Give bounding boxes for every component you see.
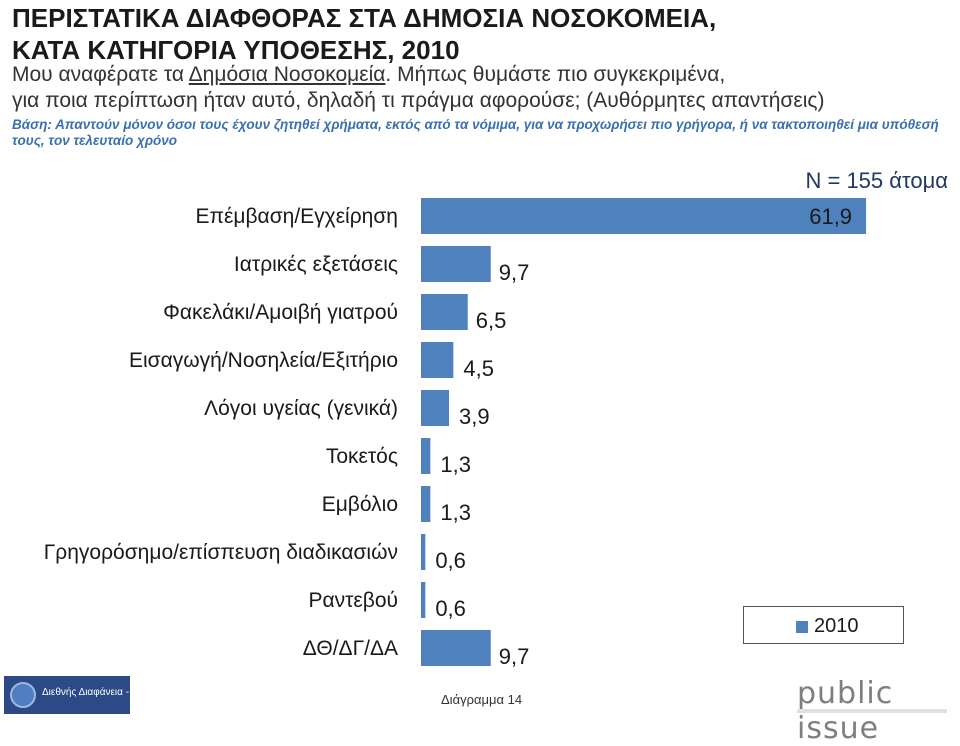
data-label: 0,6 — [435, 548, 466, 573]
logo-text: Διεθνής Διαφάνεια - Ελλάς — [42, 687, 159, 698]
chart-legend: 2010 — [743, 606, 904, 644]
bar — [421, 486, 431, 522]
bar — [421, 582, 426, 618]
transparency-logo: Διεθνής Διαφάνεια - Ελλάς — [4, 676, 159, 714]
data-label: 6,5 — [476, 308, 507, 333]
question-underlined-term: Δημόσια Νοσοκομεία — [188, 63, 386, 86]
globe-icon — [10, 682, 36, 708]
figure-caption: Διάγραμμα 14 — [441, 692, 523, 707]
category-label: Λόγοι υγείας (γενικά) — [204, 397, 398, 420]
bar — [421, 198, 867, 234]
bar — [421, 438, 431, 474]
bar — [421, 534, 426, 570]
data-label: 3,9 — [459, 404, 490, 429]
category-label: Τοκετός — [326, 445, 398, 468]
bar — [421, 342, 454, 378]
bar — [421, 294, 468, 330]
brand-underline — [797, 709, 947, 713]
category-label: Επέμβαση/Εγχείρηση — [196, 205, 398, 228]
question-text: Μου αναφέρατε τα Δημόσια Νοσοκομεία. Μήπ… — [12, 62, 825, 114]
data-label: 1,3 — [440, 500, 471, 525]
bar — [421, 246, 491, 282]
legend-label: 2010 — [814, 615, 859, 637]
data-label: 4,5 — [463, 356, 494, 381]
category-label: Γρηγορόσημο/επίσπευση διαδικασιών — [44, 541, 398, 564]
category-label: Ιατρικές εξετάσεις — [234, 253, 398, 276]
category-label: Φακελάκι/Αμοιβή γιατρού — [163, 301, 398, 324]
legend-swatch — [796, 621, 808, 633]
question-line-2: για ποια περίπτωση ήταν αυτό, δηλαδή τι … — [12, 89, 825, 112]
question-line-1: Μου αναφέρατε τα Δημόσια Νοσοκομεία. Μήπ… — [12, 62, 825, 88]
page-title: ΠΕΡΙΣΤΑΤΙΚΑ ΔΙΑΦΘΟΡΑΣ ΣΤΑ ΔΗΜΟΣΙΑ ΝΟΣΟΚΟ… — [12, 2, 716, 66]
bar — [421, 630, 491, 666]
data-label: 1,3 — [440, 452, 471, 477]
data-label: 9,7 — [499, 260, 530, 285]
question-prefix: Μου αναφέρατε τα — [12, 63, 189, 86]
category-label: Εμβόλιο — [322, 493, 398, 516]
bar-chart: N = 155 άτομα Επέμβαση/Εγχείρηση 61,9 Ιατρι… — [44, 168, 949, 669]
category-label: Εισαγωγή/Νοσηλεία/Εξιτήριο — [129, 349, 398, 372]
category-label: Ραντεβού — [308, 589, 398, 612]
title-line-1: ΠΕΡΙΣΤΑΤΙΚΑ ΔΙΑΦΘΟΡΑΣ ΣΤΑ ΔΗΜΟΣΙΑ ΝΟΣΟΚΟ… — [12, 3, 717, 33]
data-label: 0,6 — [435, 596, 466, 621]
basis-note: Βάση: Απαντούν μόνον όσοι τους έχουν ζητ… — [12, 117, 939, 148]
data-label: 9,7 — [499, 644, 530, 669]
sample-size-note: N = 155 άτομα — [805, 168, 948, 193]
category-label: ΔΘ/ΔΓ/ΔΑ — [303, 637, 398, 660]
bar — [421, 390, 450, 426]
question-suffix: . Μήπως θυμάστε πιο συγκεκριμένα, — [385, 63, 726, 86]
title-line-2: ΚΑΤΑ ΚΑΤΗΓΟΡΙΑ ΥΠΟΘΕΣΗΣ, 2010 — [12, 35, 460, 65]
data-label: 61,9 — [809, 204, 852, 229]
